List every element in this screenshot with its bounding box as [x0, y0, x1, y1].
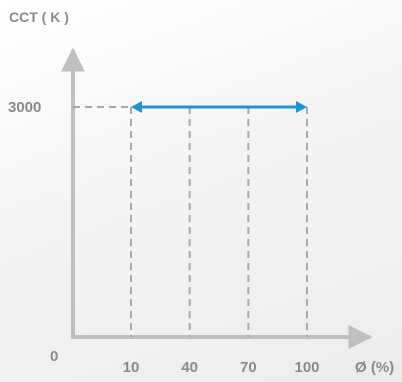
y-tick-label: 3000: [8, 99, 41, 116]
x-tick-label: 10: [123, 359, 140, 376]
x-tick-label: 70: [240, 359, 257, 376]
x-tick-label: 100: [294, 359, 319, 376]
y-axis-title: CCT ( K ): [9, 9, 69, 25]
series-arrowhead-right: [296, 101, 307, 113]
series-layer: [131, 101, 307, 113]
origin-label: 0: [50, 348, 58, 365]
x-tick-label: 40: [181, 359, 198, 376]
y-tick-labels: 3000: [8, 99, 41, 116]
series-arrowhead-left: [131, 101, 142, 113]
guide-lines: [73, 106, 308, 337]
x-tick-labels: 10 40 70 100: [123, 359, 320, 376]
x-axis-title: Ø (%): [355, 359, 394, 376]
